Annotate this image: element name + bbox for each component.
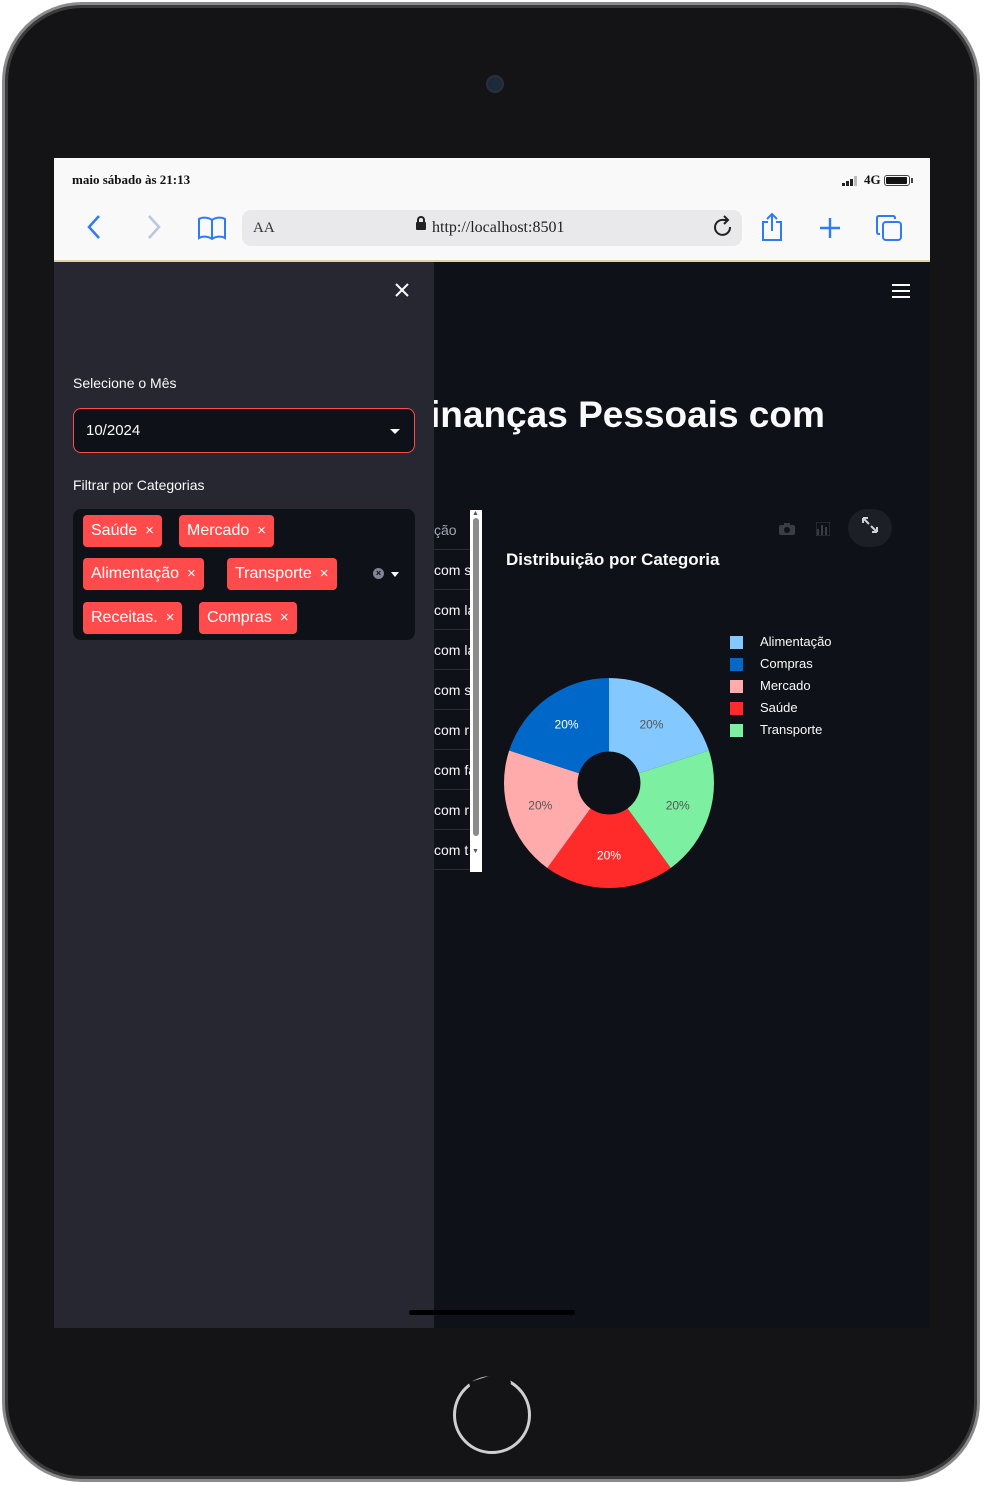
category-tag-transporte[interactable]: Transporte ×	[227, 558, 337, 590]
pie-slice-mercado[interactable]	[504, 750, 591, 868]
camera-download-icon[interactable]	[778, 522, 796, 540]
chevron-down-icon	[390, 429, 400, 434]
table-cell: com t	[434, 830, 482, 870]
table-header-cell: ção	[434, 510, 482, 550]
category-tag-saude[interactable]: Saúde ×	[83, 515, 163, 547]
table-cell: com r	[434, 790, 482, 830]
table-cell: com fa	[434, 750, 482, 790]
table-cell: com s	[434, 550, 482, 590]
share-icon[interactable]	[760, 212, 784, 247]
remove-tag-icon[interactable]: ×	[319, 565, 329, 582]
legend-label: Transporte	[760, 722, 823, 737]
legend-label: Mercado	[760, 678, 811, 693]
battery-icon	[884, 175, 910, 186]
table-cell: com s	[434, 670, 482, 710]
scroll-up-arrow-icon[interactable]: ▲	[472, 510, 479, 517]
table-cell: com la	[434, 630, 482, 670]
home-indicator	[409, 1310, 575, 1315]
table-cell: com la	[434, 590, 482, 630]
month-select-label: Selecione o Mês	[73, 375, 177, 391]
tag-label: Alimentação	[91, 565, 180, 582]
signal-icon	[842, 176, 860, 186]
legend-label: Compras	[760, 656, 813, 671]
pie-slice-saúde[interactable]	[547, 808, 671, 888]
category-tag-alimentacao[interactable]: Alimentação ×	[83, 558, 204, 590]
clear-all-icon[interactable]: ×	[373, 568, 384, 579]
main-menu-icon[interactable]	[892, 284, 910, 302]
screen: maio sábado às 21:13 4G AA http://localh…	[54, 158, 930, 1328]
close-sidebar-icon[interactable]	[394, 276, 410, 302]
plotly-logo-icon[interactable]	[815, 521, 831, 540]
network-type: 4G	[864, 172, 881, 187]
category-tag-compras[interactable]: Compras ×	[199, 602, 297, 634]
pie-slice-compras[interactable]	[509, 678, 609, 774]
scroll-down-arrow-icon[interactable]: ▼	[472, 848, 479, 855]
tag-label: Saúde	[91, 522, 138, 539]
reload-icon[interactable]	[712, 215, 734, 245]
legend-swatch	[730, 658, 743, 671]
page-title: inanças Pessoais com	[430, 394, 825, 435]
address-bar[interactable]: AA http://localhost:8501	[242, 210, 742, 246]
legend-swatch	[730, 724, 743, 737]
pie-slice-label: 20%	[666, 798, 690, 812]
category-filter-label: Filtrar por Categorias	[73, 477, 205, 493]
pie-slice-label: 20%	[555, 718, 579, 732]
month-select-value: 10/2024	[86, 422, 141, 439]
pie-slice-alimentação[interactable]	[609, 678, 709, 774]
scroll-thumb[interactable]	[473, 518, 479, 836]
legend-swatch	[730, 680, 743, 693]
tag-label: Transporte	[235, 565, 312, 582]
pie-slice-label: 20%	[528, 798, 552, 812]
expand-icon	[860, 515, 880, 541]
category-tag-receitas[interactable]: Receitas. ×	[83, 602, 183, 634]
tabs-overview-icon[interactable]	[875, 214, 903, 247]
remove-tag-icon[interactable]: ×	[145, 522, 155, 539]
new-tab-icon[interactable]	[818, 216, 842, 245]
lock-icon	[416, 222, 426, 230]
remove-tag-icon[interactable]: ×	[187, 565, 196, 582]
tag-label: Mercado	[187, 522, 250, 539]
pie-slice-label: 20%	[597, 848, 621, 862]
forward-icon[interactable]	[146, 214, 162, 246]
back-icon[interactable]	[86, 214, 102, 246]
tag-label: Receitas.	[91, 609, 158, 626]
category-multiselect[interactable]: Saúde × Mercado × Alimentação × Transporte ×…	[73, 509, 415, 640]
fullscreen-button[interactable]	[848, 509, 892, 547]
legend-swatch	[730, 702, 743, 715]
battery-tip	[911, 178, 913, 183]
pie-slice-label: 20%	[639, 718, 663, 732]
status-time: maio sábado às 21:13	[72, 172, 191, 187]
legend-label: Alimentação	[760, 634, 832, 649]
chevron-down-icon[interactable]	[391, 572, 399, 577]
bookmarks-icon[interactable]	[197, 216, 227, 245]
remove-tag-icon[interactable]: ×	[257, 522, 267, 539]
pie-slice-transporte[interactable]	[627, 750, 714, 868]
month-select[interactable]: 10/2024	[73, 408, 415, 453]
pie-chart[interactable]: 20% 20% 20% 20% 20%	[494, 668, 724, 898]
sidebar: Selecione o Mês 10/2024 Filtrar por Cate…	[54, 262, 434, 1328]
front-camera	[486, 75, 504, 93]
category-tag-mercado[interactable]: Mercado ×	[179, 515, 275, 547]
remove-tag-icon[interactable]: ×	[279, 609, 289, 626]
legend-label: Saúde	[760, 700, 798, 715]
url-text[interactable]: http://localhost:8501	[432, 219, 565, 236]
status-bar: maio sábado às 21:13 4G	[54, 158, 930, 202]
table-cell: com r	[434, 710, 482, 750]
chart-title: Distribuição por Categoria	[506, 550, 720, 569]
lock-icon-shackle	[417, 216, 425, 224]
browser-toolbar: AA http://localhost:8501	[54, 202, 930, 262]
legend-swatch	[730, 636, 743, 649]
reader-settings-button[interactable]: AA	[253, 220, 275, 236]
tag-label: Compras	[207, 609, 272, 626]
table-scrollbar[interactable]: ▲ ▼	[470, 510, 482, 872]
remove-tag-icon[interactable]: ×	[165, 609, 175, 626]
